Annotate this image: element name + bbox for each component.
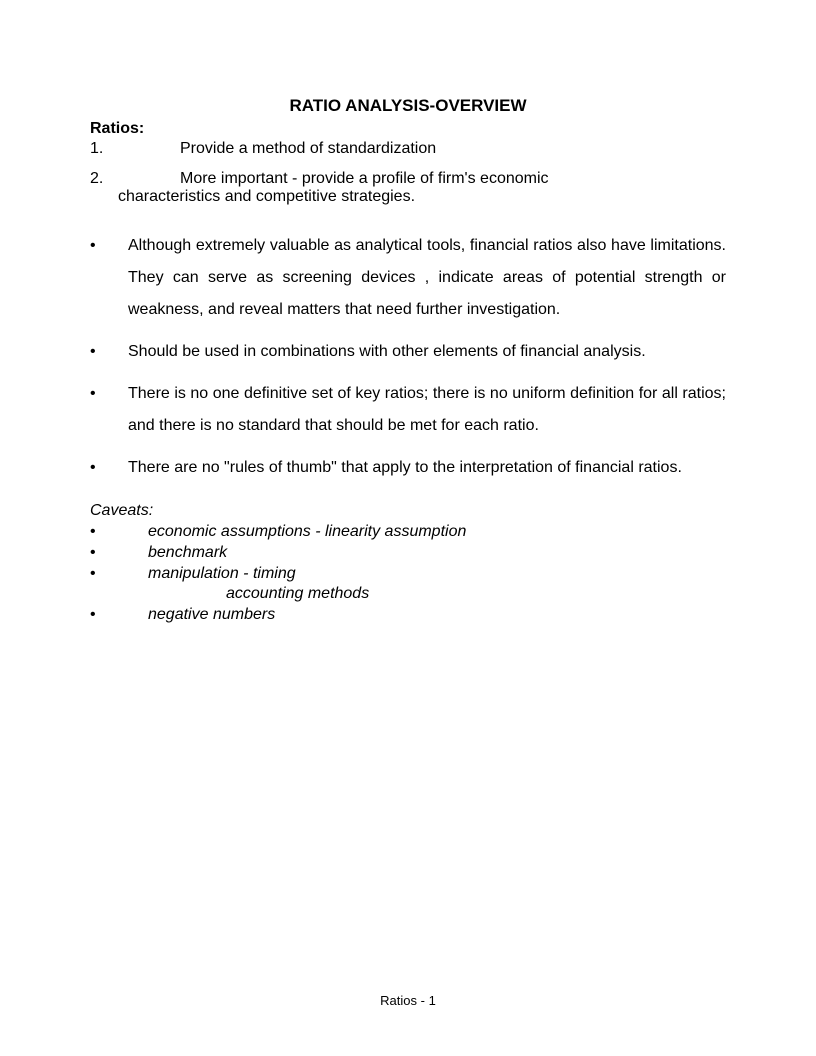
item-text-line1: More important - provide a profile of fi… [180,170,549,188]
bullet-icon: • [90,543,148,564]
bullet-icon: • [90,452,128,484]
bullet-icon: • [90,230,128,326]
bullet-text: Should be used in combinations with othe… [128,336,726,368]
bullet-item: • Although extremely valuable as analyti… [90,230,726,326]
bullet-text: There are no "rules of thumb" that apply… [128,452,726,484]
bullet-text: Although extremely valuable as analytica… [128,230,726,326]
caveat-text: economic assumptions - linearity assumpt… [148,522,726,543]
page-footer: Ratios - 1 [0,993,816,1008]
bullet-item: • There is no one definitive set of key … [90,378,726,442]
item-number: 1. [90,140,180,158]
bullet-icon: • [90,522,148,543]
bullet-text: There is no one definitive set of key ra… [128,378,726,442]
caveats-heading: Caveats: [90,502,726,520]
item-text: Provide a method of standardization [180,140,726,158]
caveat-item: • manipulation - timing [90,564,726,585]
numbered-item-1: 1. Provide a method of standardization [90,140,726,158]
bullet-icon: • [90,605,148,626]
caveat-item: • benchmark [90,543,726,564]
item-number: 2. [90,170,180,188]
ratios-heading: Ratios: [90,120,726,138]
bullet-icon: • [90,378,128,442]
caveats-list: • economic assumptions - linearity assum… [90,522,726,584]
bullet-item: • Should be used in combinations with ot… [90,336,726,368]
caveat-item: • negative numbers [90,605,726,626]
bullet-icon: • [90,564,148,585]
caveat-text: negative numbers [148,605,726,626]
main-bullet-list: • Although extremely valuable as analyti… [90,230,726,484]
caveats-list-cont: • negative numbers [90,605,726,626]
caveat-subitem: accounting methods [90,584,726,605]
numbered-item-2: 2. More important - provide a profile of… [90,170,726,206]
caveat-text: manipulation - timing [148,564,726,585]
bullet-icon: • [90,336,128,368]
page-title: RATIO ANALYSIS-OVERVIEW [90,96,726,116]
caveat-text: benchmark [148,543,726,564]
caveat-item: • economic assumptions - linearity assum… [90,522,726,543]
item-text-line2: characteristics and competitive strategi… [90,188,726,206]
bullet-item: • There are no "rules of thumb" that app… [90,452,726,484]
